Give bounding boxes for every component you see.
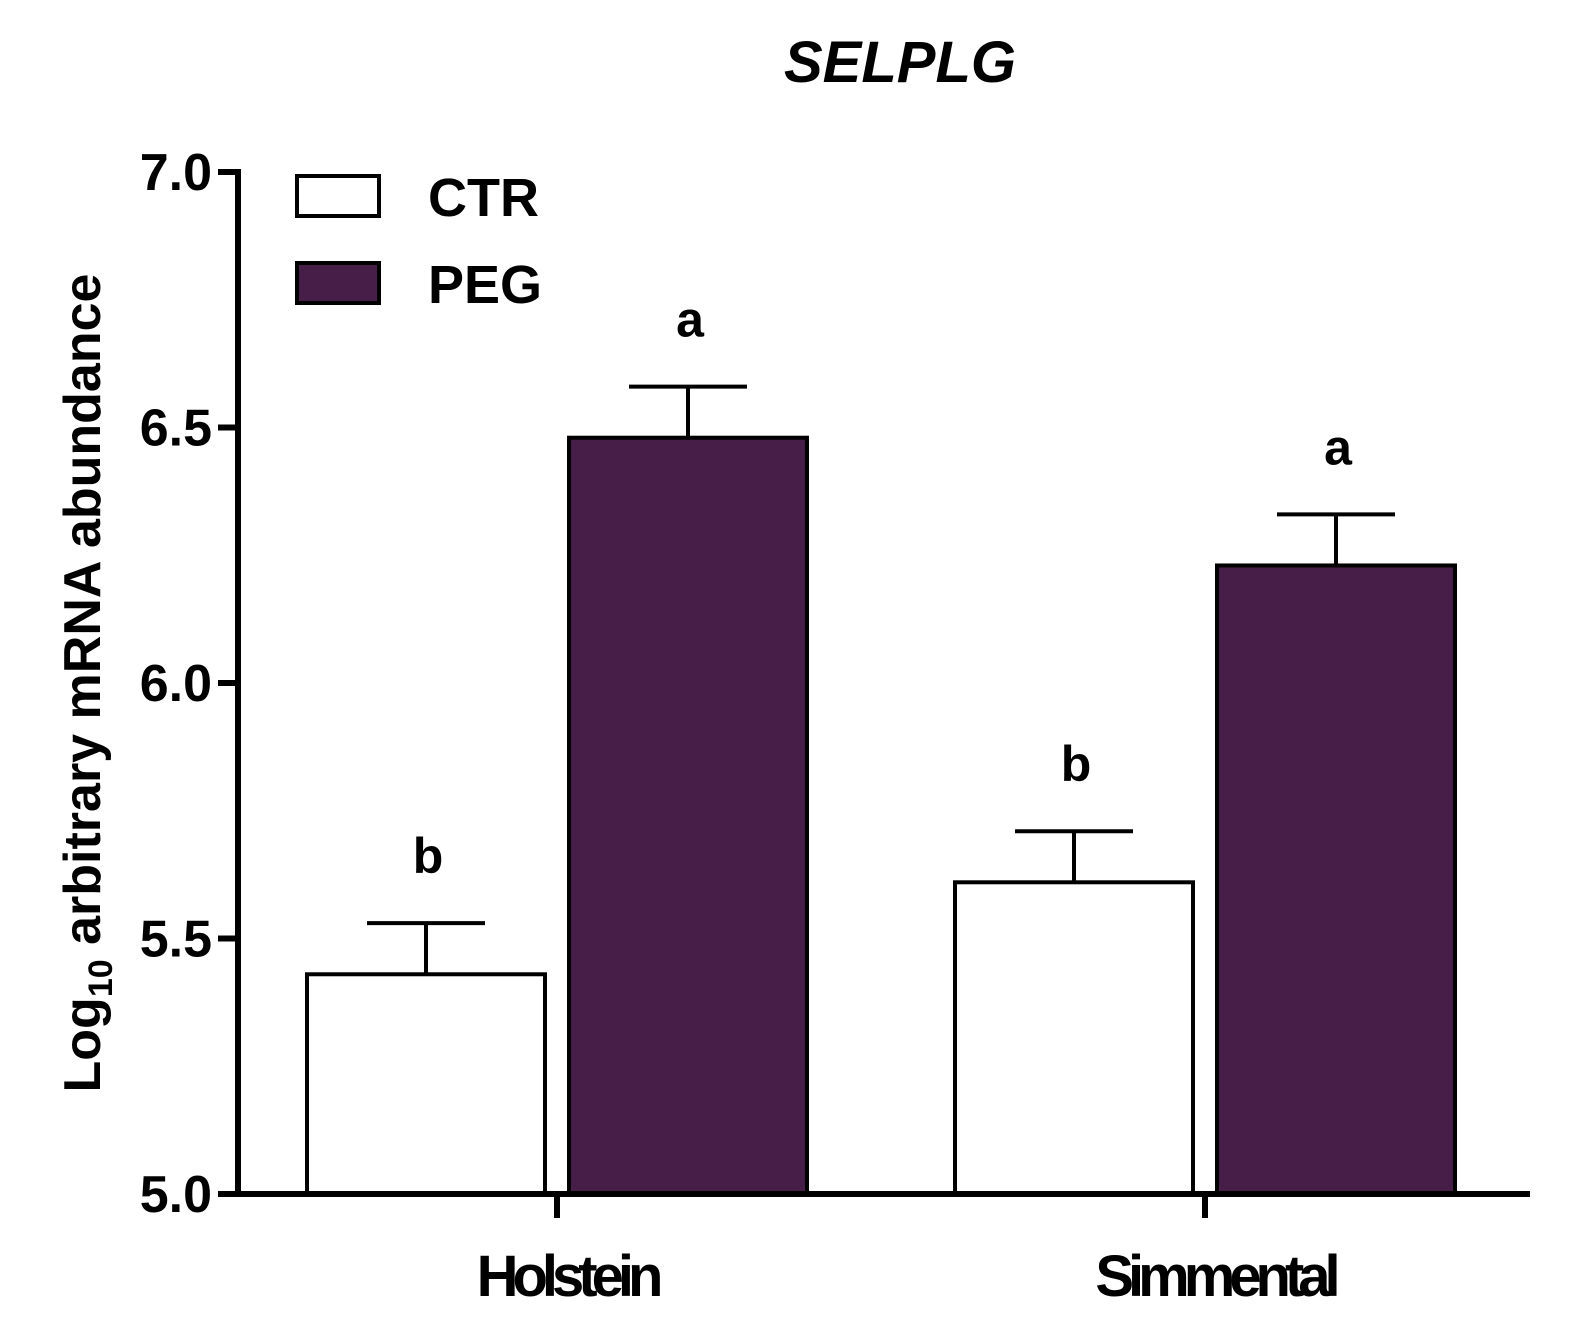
y-tick-label: 7.0 (140, 144, 212, 202)
significance-labels-group: b a b a (413, 292, 1353, 885)
chart-title: SELPLG (784, 30, 1016, 95)
legend-swatch-peg (295, 261, 381, 305)
significance-label: a (1324, 419, 1353, 475)
y-tick-label: 6.0 (140, 655, 212, 713)
bar-ctr-holstein (305, 972, 547, 1197)
significance-label: a (676, 292, 705, 348)
legend: CTR PEG (295, 168, 542, 315)
x-tick-label: Simmental (1095, 1244, 1337, 1309)
x-tick-label: Holstein (477, 1244, 660, 1309)
y-tick-label: 6.5 (140, 400, 212, 458)
legend-swatch-ctr (295, 174, 381, 218)
bar-ctr-simmental (953, 880, 1195, 1196)
bar-peg-simmental (1215, 563, 1457, 1196)
significance-label: b (1061, 736, 1092, 792)
y-tick-label: 5.5 (140, 911, 212, 969)
y-axis-title-sub: 10 (82, 959, 120, 997)
y-tick-label: 5.0 (140, 1166, 212, 1224)
legend-label-peg: PEG (428, 255, 542, 315)
y-axis-title-main: Log (54, 997, 112, 1092)
legend-label-ctr: CTR (428, 168, 539, 228)
bar-peg-holstein (567, 435, 809, 1197)
x-ticks-group: Holstein Simmental (477, 1194, 1344, 1309)
significance-label: b (413, 828, 444, 884)
y-axis-title: Log10 arbitrary mRNA abundance (54, 274, 120, 1093)
y-ticks-group: 5.0 5.5 6.0 6.5 7.0 (140, 144, 238, 1224)
bars-group (305, 435, 1457, 1197)
y-axis-title-rest: arbitrary mRNA abundance (54, 274, 112, 960)
error-bars-group (367, 384, 1395, 975)
y-axis-label: Log10 arbitrary mRNA abundance (54, 274, 120, 1093)
